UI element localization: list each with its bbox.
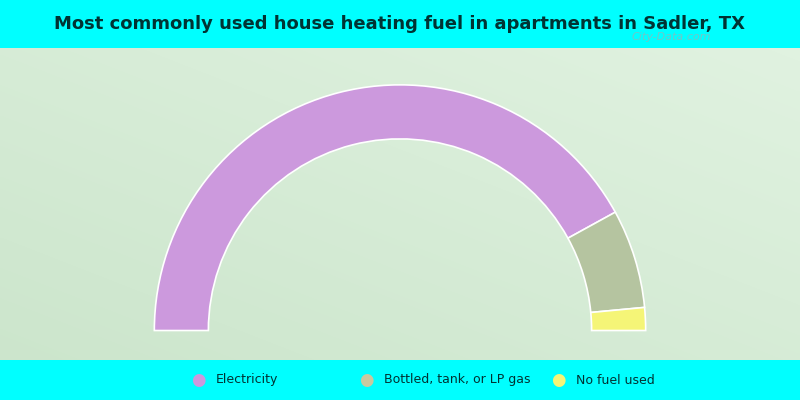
Wedge shape — [590, 308, 646, 330]
Text: Electricity: Electricity — [216, 374, 278, 386]
Text: ●: ● — [191, 371, 206, 389]
Text: ●: ● — [551, 371, 566, 389]
Wedge shape — [154, 85, 615, 330]
Text: City-Data.com: City-Data.com — [631, 32, 710, 42]
Text: Bottled, tank, or LP gas: Bottled, tank, or LP gas — [384, 374, 530, 386]
Text: ●: ● — [359, 371, 374, 389]
Text: No fuel used: No fuel used — [576, 374, 654, 386]
Text: Most commonly used house heating fuel in apartments in Sadler, TX: Most commonly used house heating fuel in… — [54, 15, 746, 33]
Wedge shape — [568, 212, 645, 312]
